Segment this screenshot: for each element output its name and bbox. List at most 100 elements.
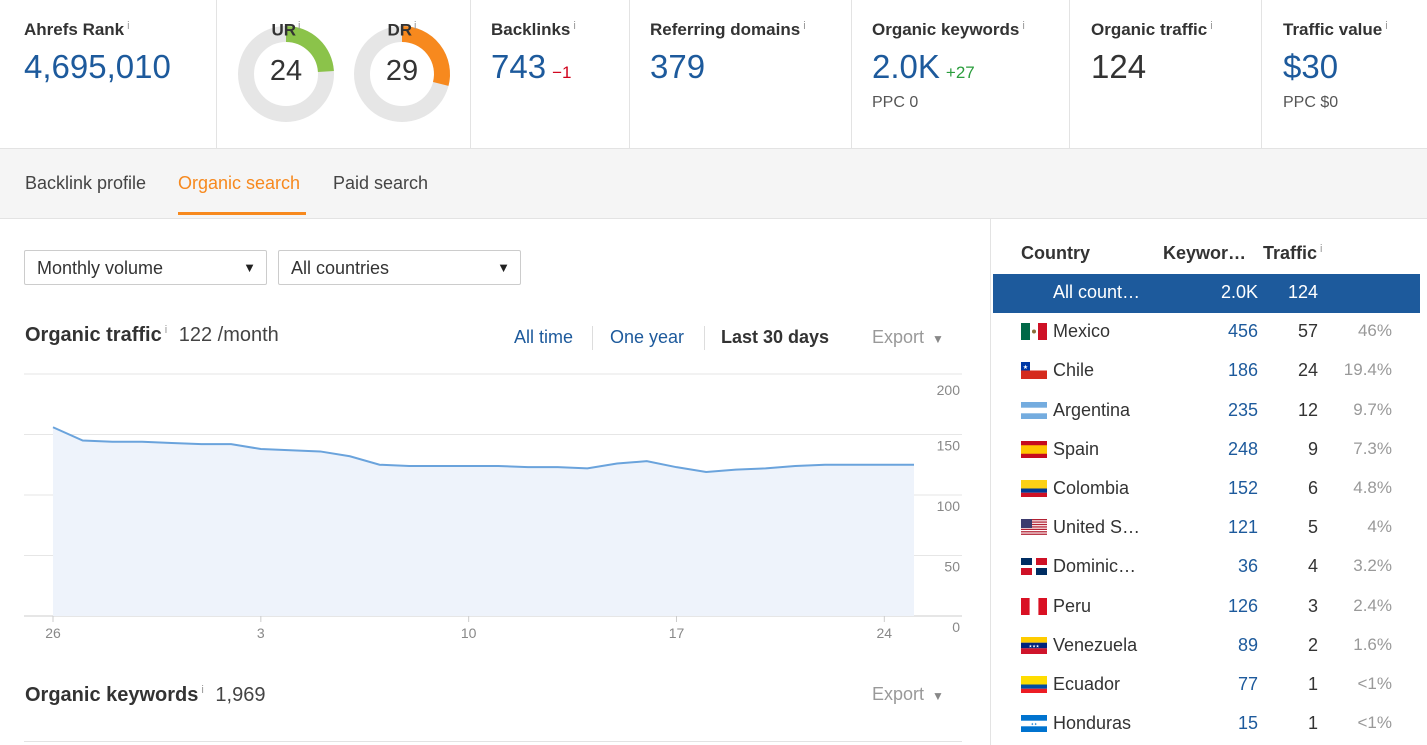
country-keywords[interactable]: 186 (1227, 360, 1258, 381)
ur-gauge[interactable]: UR i 24 (236, 20, 336, 124)
tab-paid-search[interactable]: Paid search (333, 173, 429, 193)
country-name[interactable]: Ecuador (1053, 674, 1121, 694)
y-tick-label: 150 (937, 438, 961, 454)
colombia-flag-icon (1021, 480, 1047, 497)
country-traffic: 24 (1297, 360, 1318, 381)
range-one-year[interactable]: One year (610, 327, 685, 347)
svg-text:★★★: ★★★ (1029, 643, 1040, 648)
country-row[interactable]: ✦✦ Honduras 15 1 <1% (993, 705, 1420, 744)
info-icon[interactable]: i (1320, 243, 1323, 255)
x-tick-label: 24 (877, 625, 893, 641)
country-name[interactable]: United S… (1053, 517, 1141, 538)
info-icon[interactable]: i (1385, 20, 1388, 32)
spain-flag-icon (1021, 440, 1047, 458)
ur-value: 24 (269, 55, 303, 87)
country-column-header[interactable]: Country (1021, 243, 1090, 263)
country-row[interactable]: Argentina 235 12 9.7% (993, 392, 1420, 431)
volume-select[interactable]: Monthly volume ▼ (24, 250, 267, 285)
export-label: Export (872, 327, 925, 347)
country-traffic-share: 2.4% (1353, 595, 1392, 615)
traffic-value-value: $30 (1283, 48, 1339, 85)
export-traffic-button[interactable]: Export ▼ (872, 327, 944, 348)
keywords-column-header[interactable]: Keywor… (1163, 243, 1247, 263)
country-keywords[interactable]: 235 (1227, 399, 1258, 420)
country-row[interactable]: Peru 126 3 2.4% (993, 588, 1420, 627)
organic-keywords-value[interactable]: 2.0K (872, 48, 940, 85)
info-icon[interactable]: i (803, 20, 806, 32)
ahrefs-rank-card: Ahrefs Rank i 4,695,010 (0, 0, 217, 149)
country-row-all[interactable]: All count… 2.0K 124 (993, 274, 1420, 313)
country-traffic-share: 4% (1367, 517, 1392, 537)
country-traffic: 3 (1307, 595, 1318, 616)
info-icon[interactable]: i (573, 20, 576, 32)
organic-keywords-delta: +27 (945, 63, 975, 82)
ahrefs-rank-label: Ahrefs Rank (24, 20, 125, 39)
traffic-column-header[interactable]: Traffic i (1263, 243, 1322, 264)
venezuela-flag-icon: ★★★ (1021, 636, 1047, 654)
country-keywords[interactable]: 36 (1237, 556, 1258, 577)
ecuador-flag-icon (1021, 676, 1047, 693)
country-row[interactable]: Ecuador 77 1 <1% (993, 666, 1420, 705)
country-name[interactable]: Chile (1053, 360, 1095, 381)
info-icon[interactable]: i (164, 324, 168, 337)
country-keywords[interactable]: 248 (1227, 438, 1258, 459)
info-icon[interactable]: i (1210, 20, 1213, 32)
backlinks-label: Backlinks (491, 20, 571, 39)
info-icon[interactable]: i (1022, 20, 1025, 32)
country-row[interactable]: ★★★ Venezuela 89 2 1.6% (993, 627, 1420, 666)
country-name[interactable]: Argentina (1053, 399, 1131, 420)
country-keywords[interactable]: 121 (1227, 517, 1258, 538)
export-label: Export (872, 684, 925, 704)
country-traffic: 1 (1307, 713, 1318, 734)
dr-gauge-ring (354, 26, 450, 122)
country-name[interactable]: Venezuela (1053, 634, 1138, 655)
country-name[interactable]: All count… (1053, 282, 1141, 302)
country-keywords[interactable]: 456 (1227, 321, 1258, 342)
country-keywords[interactable]: 126 (1227, 595, 1258, 616)
organic-traffic-card: Organic traffic i 124 (1070, 0, 1262, 149)
tab-backlink-profile[interactable]: Backlink profile (25, 173, 147, 193)
country-traffic: 12 (1297, 399, 1318, 420)
info-icon[interactable]: i (414, 20, 417, 32)
country-row[interactable]: Colombia 152 6 4.8% (993, 470, 1420, 509)
organic-traffic-count: 122 /month (178, 324, 279, 346)
country-row[interactable]: Mexico 456 57 46% (993, 313, 1420, 352)
country-keywords[interactable]: 77 (1237, 674, 1258, 694)
range-all-time[interactable]: All time (514, 327, 574, 347)
info-icon[interactable]: i (298, 20, 301, 32)
dr-label: DR (387, 20, 413, 40)
country-name[interactable]: Peru (1053, 595, 1092, 616)
country-row[interactable]: ★ Chile 186 24 19.4% (993, 352, 1420, 391)
country-name[interactable]: Colombia (1053, 478, 1130, 498)
range-last-30-days[interactable]: Last 30 days (721, 327, 830, 347)
tab-bar: Backlink profile Organic search Paid sea… (0, 149, 1427, 219)
country-keywords[interactable]: 152 (1227, 478, 1258, 498)
x-tick-label: 17 (669, 625, 685, 641)
country-name[interactable]: Dominic… (1053, 556, 1137, 577)
info-icon[interactable]: i (127, 20, 130, 32)
y-tick-label: 0 (952, 619, 960, 635)
country-keywords[interactable]: 89 (1237, 634, 1258, 655)
country-name[interactable]: Honduras (1053, 713, 1132, 734)
traffic-value-label: Traffic value (1283, 20, 1383, 39)
referring-domains-value[interactable]: 379 (650, 48, 706, 85)
countries-select[interactable]: All countries ▼ (278, 250, 521, 285)
country-keywords[interactable]: 15 (1237, 713, 1258, 734)
argentina-flag-icon (1021, 401, 1047, 419)
country-name[interactable]: Mexico (1053, 321, 1111, 342)
country-row[interactable]: Spain 248 9 7.3% (993, 431, 1420, 470)
traffic-value-ppc: PPC $0 (1283, 94, 1339, 111)
dr-gauge[interactable]: DR i 29 (352, 20, 452, 124)
organic-keywords-count: 1,969 (215, 684, 266, 706)
country-row[interactable]: Dominic… 36 4 3.2% (993, 548, 1420, 587)
svg-text:★: ★ (1023, 364, 1028, 371)
backlinks-value[interactable]: 743 (491, 48, 547, 85)
export-keywords-button[interactable]: Export ▼ (872, 684, 944, 705)
tab-organic-search[interactable]: Organic search (178, 173, 301, 193)
country-traffic-share: 9.7% (1353, 399, 1392, 419)
country-traffic-share: 19.4% (1343, 360, 1392, 380)
backlinks-delta: −1 (552, 63, 572, 82)
country-name[interactable]: Spain (1053, 438, 1100, 459)
info-icon[interactable]: i (201, 684, 204, 697)
country-row[interactable]: United S… 121 5 4% (993, 509, 1420, 548)
